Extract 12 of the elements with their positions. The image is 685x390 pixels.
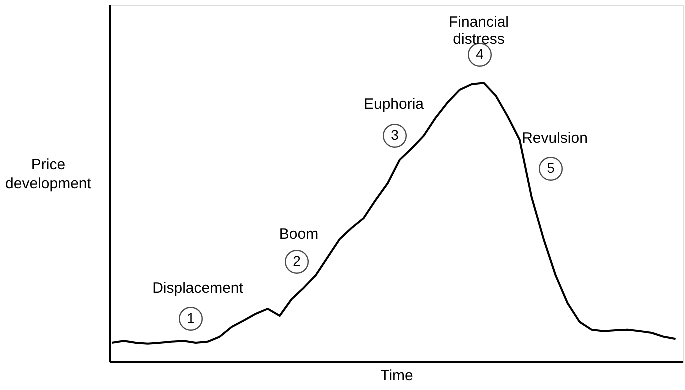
x-axis-title: Time xyxy=(380,368,414,384)
annotation: Revulsion xyxy=(522,130,588,147)
annotation: Displacement xyxy=(152,280,244,297)
y-axis-title: Price development xyxy=(6,156,92,192)
text: Financial distress xyxy=(448,14,510,48)
annotation: 5 xyxy=(547,160,556,176)
annotation: Boom xyxy=(279,226,319,243)
text: 4 xyxy=(476,46,484,62)
annotation: 2 xyxy=(293,253,302,269)
annotation: 3 xyxy=(391,127,400,143)
annotation: 1 xyxy=(187,310,196,326)
annotation: Euphoria xyxy=(364,96,425,113)
